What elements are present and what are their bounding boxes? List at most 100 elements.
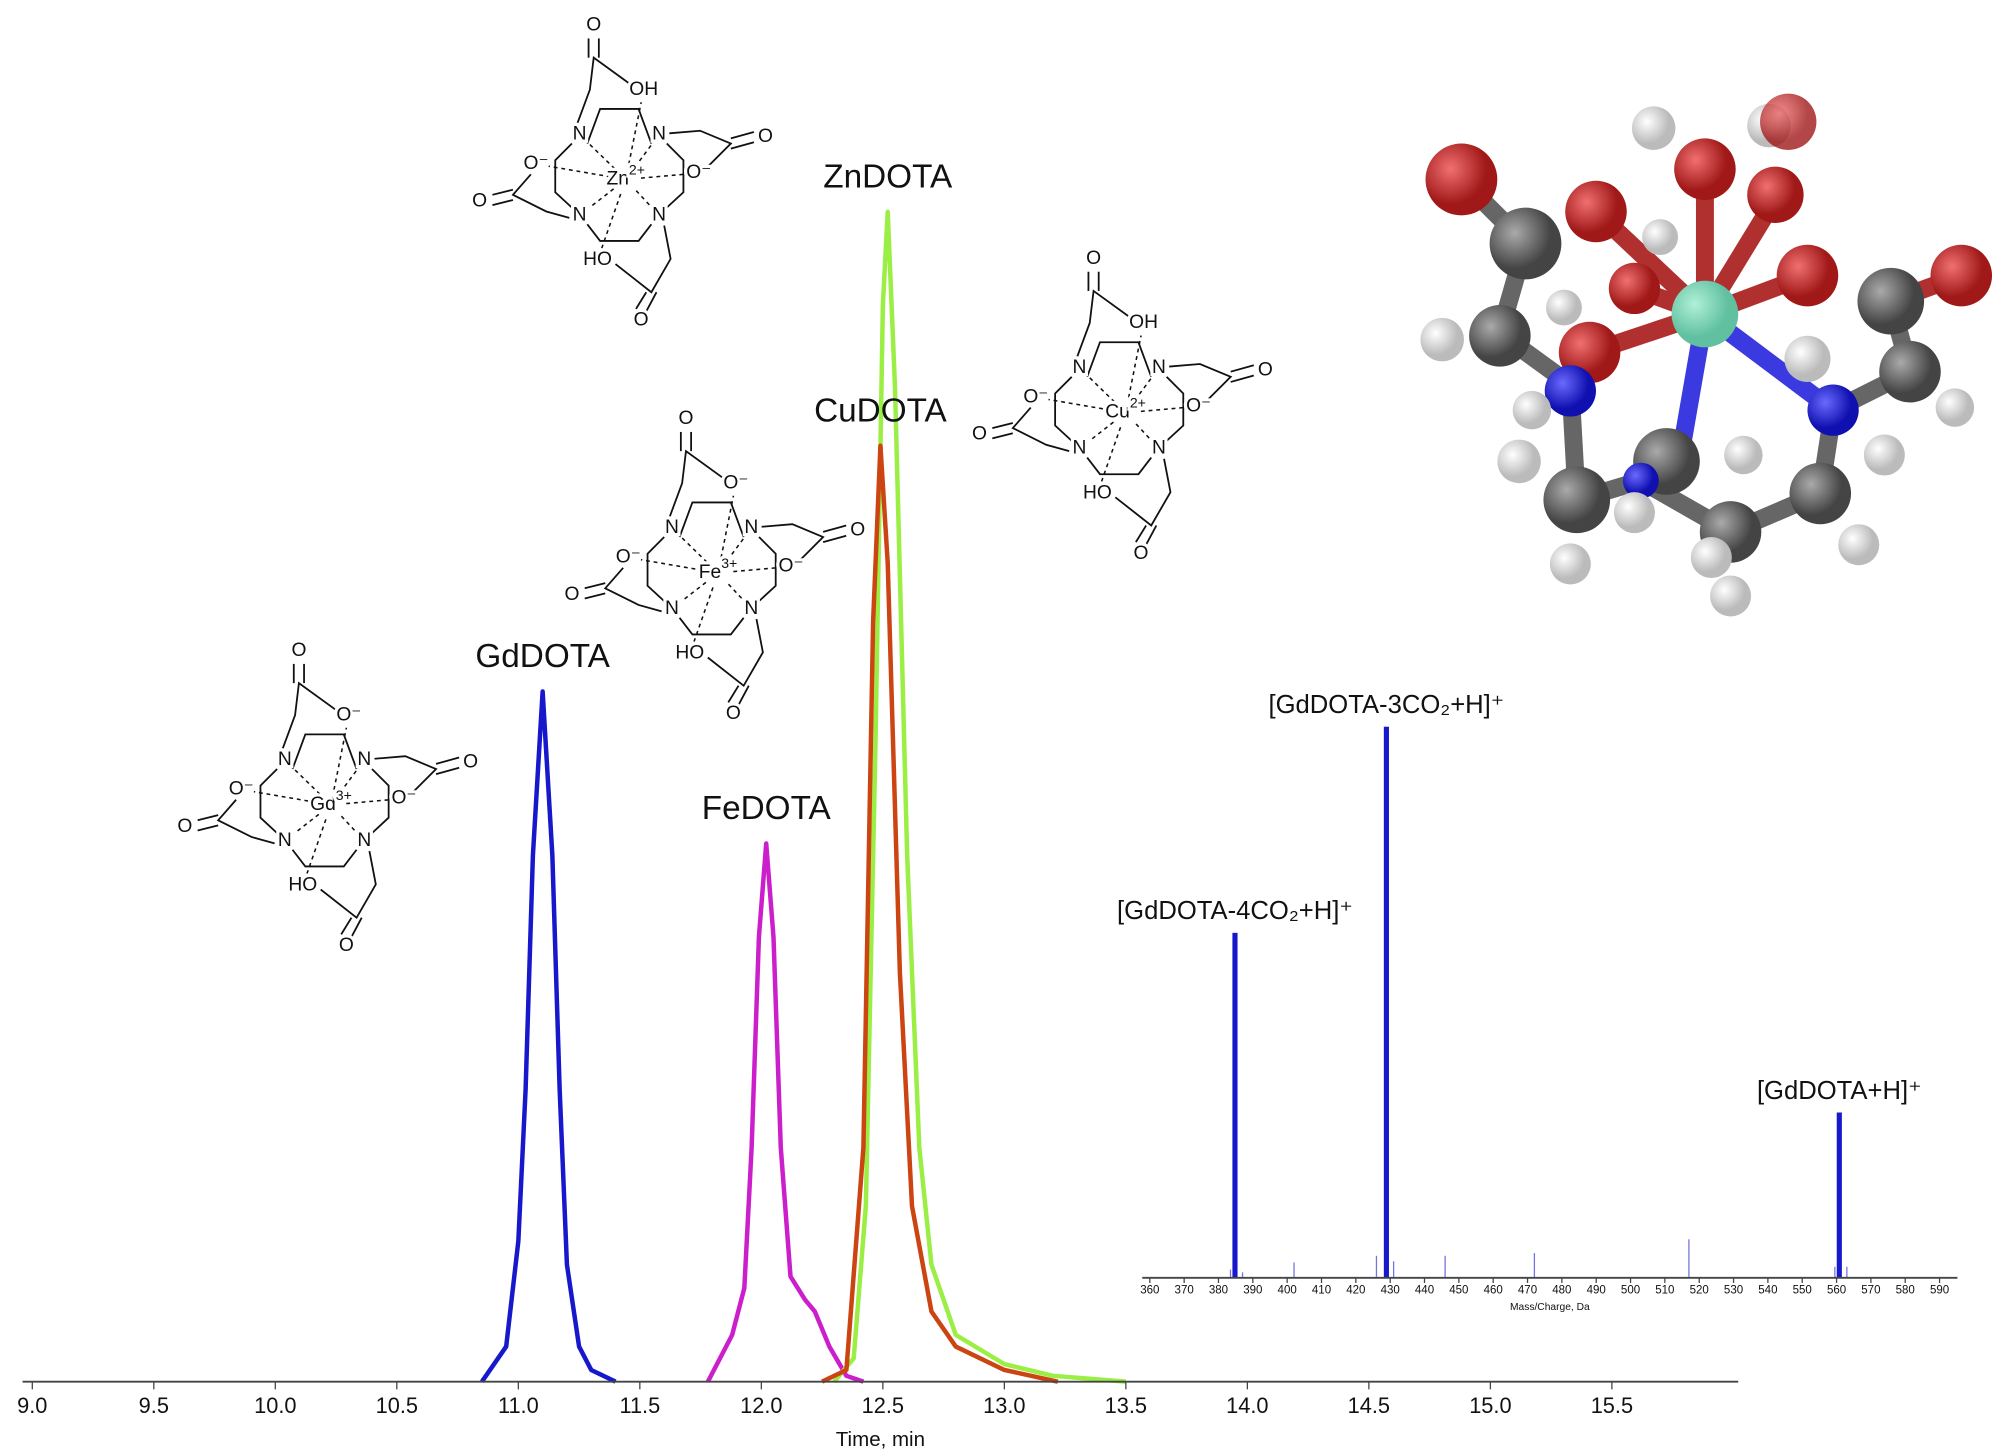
- x-tick-label: 420: [1346, 1285, 1365, 1297]
- spectrum-peak: [1383, 726, 1389, 1278]
- bond: [576, 56, 632, 125]
- bond: [1135, 525, 1147, 543]
- bond: [197, 814, 219, 822]
- coordination-bond: [733, 566, 779, 573]
- bond: [320, 850, 377, 920]
- bond: [678, 617, 745, 636]
- bond: [586, 223, 653, 242]
- bond: [511, 173, 570, 219]
- atom-label: N: [665, 517, 679, 538]
- coordination-bond: [628, 102, 642, 165]
- x-tick-label: 370: [1175, 1285, 1194, 1297]
- x-tick-label: 11.0: [498, 1393, 539, 1418]
- x-tick-label: 470: [1518, 1285, 1537, 1297]
- coordination-bond: [1048, 398, 1111, 411]
- coordination-bond: [346, 798, 392, 805]
- atom-label: OH: [629, 79, 658, 100]
- x-axis-label: Mass/Charge, Da: [1510, 1302, 1590, 1313]
- bond: [635, 291, 648, 310]
- coordination-bond: [681, 581, 707, 602]
- coordination-bond: [293, 768, 321, 795]
- x-tick-label: 580: [1896, 1285, 1915, 1297]
- x-tick-label: 550: [1793, 1285, 1812, 1297]
- x-tick-label: 540: [1758, 1285, 1777, 1297]
- atom-label: O: [291, 640, 306, 661]
- chemical-structure: O O⁻ N N N N O⁻ O O⁻ O HO O Fe3+: [561, 405, 868, 727]
- atom-label: HO: [675, 643, 704, 664]
- bond: [374, 755, 438, 793]
- bond: [730, 141, 755, 150]
- x-tick-label: 500: [1621, 1285, 1640, 1297]
- x-tick-label: 13.0: [983, 1393, 1025, 1418]
- atom-label: O: [679, 408, 694, 429]
- chromatogram-trace: [705, 841, 865, 1384]
- bond: [737, 685, 750, 706]
- bond: [707, 618, 764, 688]
- atom-label: O: [1134, 543, 1149, 564]
- bond: [584, 582, 606, 590]
- atom-label: N: [652, 124, 666, 145]
- spectrum-peak: [1688, 1239, 1690, 1278]
- peak-label: GdDOTA: [475, 638, 610, 675]
- atom-label: O⁻: [723, 472, 748, 493]
- coordination-bond: [294, 813, 320, 834]
- bond: [669, 129, 733, 168]
- atom-label: N: [278, 749, 292, 770]
- bond: [1169, 363, 1233, 401]
- atom-label: O: [472, 190, 487, 211]
- bond: [340, 917, 353, 935]
- atom-label: O: [634, 310, 649, 331]
- coordination-bond: [693, 587, 714, 642]
- bond: [197, 824, 219, 832]
- spectrum-peak: [1846, 1266, 1848, 1278]
- atom-label: O: [586, 15, 601, 36]
- coordination-bond: [634, 144, 653, 168]
- coordination-bond: [548, 165, 611, 178]
- bond: [291, 733, 358, 770]
- bond: [1230, 374, 1255, 383]
- x-tick-label: 9.5: [139, 1393, 169, 1418]
- coordination-bond: [601, 193, 622, 249]
- atom-label: OH: [1129, 312, 1158, 333]
- bond: [492, 188, 514, 196]
- x-tick-label: 10.5: [376, 1393, 418, 1418]
- atom-label: N: [357, 830, 371, 851]
- metal-charge: 3+: [336, 787, 352, 803]
- x-tick-label: 490: [1587, 1285, 1606, 1297]
- atom-label: O⁻: [229, 779, 254, 800]
- spectrum-peak: [1392, 1261, 1395, 1278]
- atom-label: O⁻: [1186, 395, 1211, 416]
- bond: [678, 501, 745, 538]
- x-tick-label: 9.0: [17, 1393, 47, 1418]
- atom-label: O: [463, 752, 478, 773]
- x-tick-label: 530: [1724, 1285, 1743, 1297]
- coordination-bond: [1100, 426, 1122, 482]
- metal-charge: 2+: [1130, 394, 1146, 410]
- spectrum-peak: [1241, 1272, 1244, 1278]
- chemical-structure: O O⁻ N N N N O⁻ O O⁻ O HO O Gd3+: [174, 637, 481, 959]
- x-tick-label: 590: [1930, 1285, 1949, 1297]
- bond: [758, 536, 777, 602]
- spectrum-peak: [1533, 1253, 1536, 1278]
- atom-label: N: [278, 830, 292, 851]
- coordination-bond: [640, 558, 703, 572]
- atom-label: HO: [583, 249, 612, 270]
- metal-label: Fe3+: [699, 555, 737, 583]
- bond: [730, 131, 755, 140]
- coordination-bond: [306, 819, 327, 874]
- spectrum-peak: [1293, 1262, 1295, 1278]
- coordination-bond: [1127, 335, 1142, 398]
- bond: [492, 199, 514, 206]
- atom-label: O⁻: [523, 153, 548, 174]
- x-tick-label: 520: [1690, 1285, 1709, 1297]
- coordination-bond: [588, 142, 616, 170]
- bond: [1086, 341, 1153, 378]
- spectrum-peak: [1232, 932, 1238, 1278]
- atom-label: O⁻: [391, 788, 416, 809]
- bond: [216, 799, 275, 845]
- atom-label: N: [652, 204, 666, 225]
- x-tick-label: 380: [1209, 1285, 1228, 1297]
- bond: [259, 768, 278, 834]
- bond: [435, 756, 460, 765]
- x-tick-label: 14.5: [1348, 1393, 1390, 1418]
